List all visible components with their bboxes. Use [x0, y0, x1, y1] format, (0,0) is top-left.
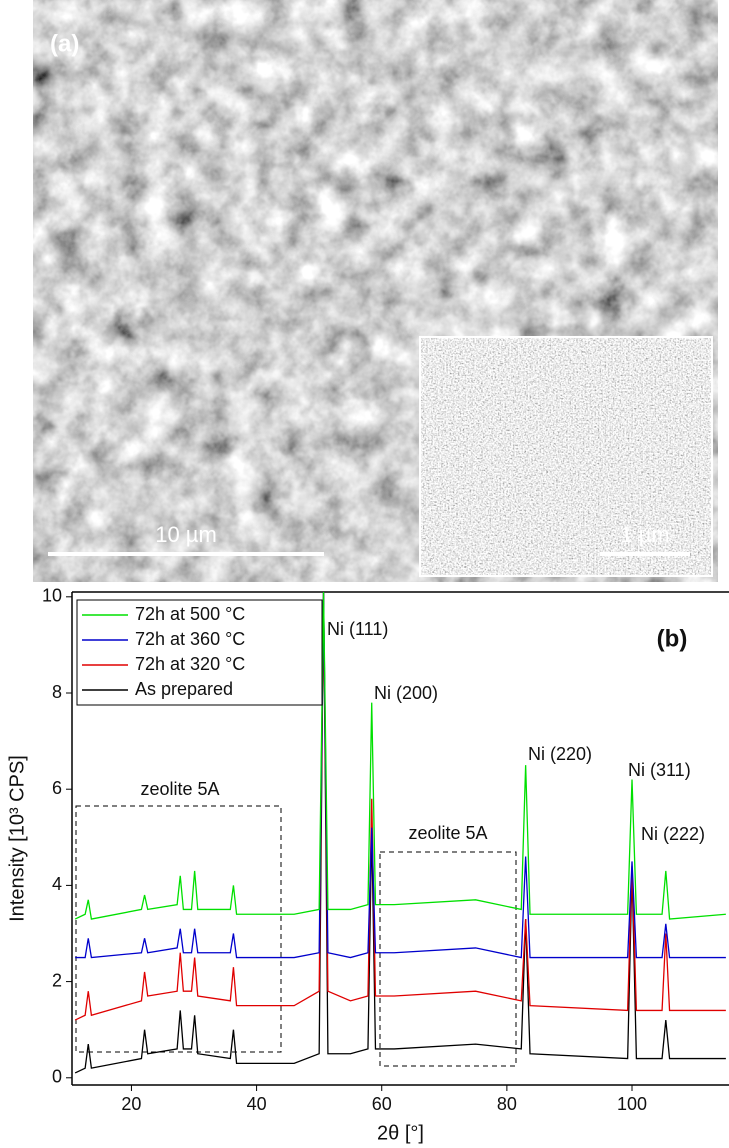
annotation: Ni (200): [374, 683, 438, 703]
x-tick-label: 40: [247, 1094, 267, 1114]
legend-label: 72h at 360 °C: [135, 629, 245, 649]
annotation: Ni (311): [628, 760, 691, 780]
y-axis-label: Intensity [10³ CPS]: [6, 755, 28, 922]
annotation: zeolite 5A: [140, 779, 219, 799]
x-tick-label: 20: [121, 1094, 141, 1114]
x-tick-label: 60: [372, 1094, 392, 1114]
sem-image: (a) 10 µm 1 µm: [33, 0, 718, 582]
zeolite-region: [379, 851, 517, 1067]
inset-frame: [419, 336, 713, 577]
series-line: [74, 592, 726, 920]
inset-scale-bar-label: 1 µm: [620, 522, 669, 547]
y-tick-label: 4: [52, 874, 62, 894]
annotation: Ni (111): [327, 619, 388, 639]
x-tick-label: 80: [497, 1094, 517, 1114]
annotation: zeolite 5A: [408, 823, 487, 843]
legend-label: 72h at 500 °C: [135, 604, 245, 624]
panel-label: (b): [657, 625, 688, 652]
y-tick-label: 6: [52, 778, 62, 798]
annotation: Ni (222): [641, 824, 705, 844]
legend-box: [76, 599, 323, 706]
panel-label: (a): [50, 30, 79, 57]
sem-inset: [420, 337, 712, 576]
x-axis-label: 2θ [°]: [377, 1122, 424, 1144]
legend: 72h at 500 °C 72h at 360 °C 72h at 320 °C A…: [76, 599, 323, 706]
legend-label: As prepared: [135, 679, 233, 699]
xrd-chart: 20 40 60 80 100 0 2 4 6 8 10 2θ [°] Intensity [10³ C…: [6, 586, 729, 1144]
y-tick-label: 8: [52, 682, 62, 702]
annotation: Ni (220): [528, 744, 592, 764]
legend-label: 72h at 320 °C: [135, 654, 245, 674]
scale-bar-label: 10 µm: [155, 522, 217, 547]
zeolite-region: [75, 805, 282, 1053]
x-tick-label: 100: [617, 1094, 647, 1114]
y-tick-label: 2: [52, 970, 62, 990]
y-tick-label: 0: [52, 1067, 62, 1087]
y-tick-label: 10: [42, 586, 62, 606]
